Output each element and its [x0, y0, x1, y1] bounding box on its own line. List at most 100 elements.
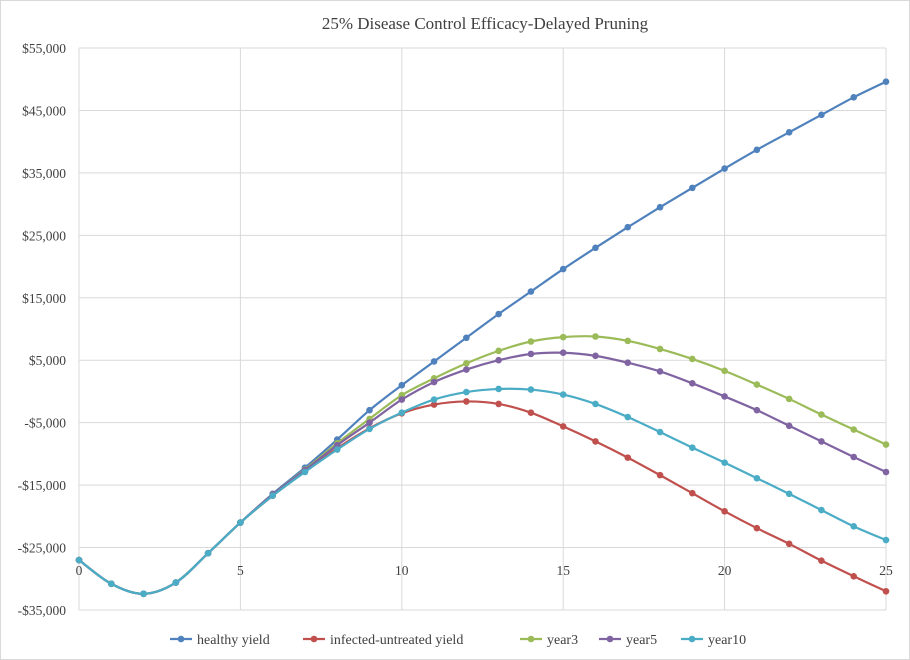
data-point [850, 523, 858, 530]
data-point [721, 393, 728, 400]
data-point [624, 223, 632, 231]
x-tick-label: 10 [395, 563, 409, 578]
data-point [463, 366, 470, 373]
data-point [689, 355, 696, 363]
data-point [721, 165, 728, 172]
data-point [721, 459, 728, 466]
legend-marker [688, 635, 696, 643]
data-point [398, 396, 406, 403]
legend: healthy yield infected-untreated yield yea… [170, 633, 746, 648]
legend-marker [527, 635, 535, 643]
data-point [495, 400, 502, 408]
y-tick-label: $35,000 [22, 166, 66, 181]
x-tick-label: 20 [718, 563, 732, 578]
data-point [592, 438, 599, 445]
series-year3 [75, 333, 890, 598]
data-point [559, 391, 567, 398]
data-point [818, 111, 825, 119]
series-line [78, 400, 887, 595]
data-point [430, 396, 438, 403]
y-tick-label: -$15,000 [18, 478, 67, 493]
data-point [204, 549, 212, 557]
data-point [559, 349, 567, 357]
y-tick-label: -$5,000 [24, 416, 66, 431]
x-tick-label: 0 [76, 563, 83, 578]
data-point [495, 347, 502, 355]
data-point [366, 406, 373, 414]
data-point [172, 579, 180, 586]
data-point [689, 489, 696, 497]
y-tick-label: $15,000 [22, 291, 66, 306]
x-tick-label: 5 [237, 563, 244, 578]
data-point [753, 146, 761, 154]
data-point [753, 474, 761, 482]
y-tick-label: $55,000 [22, 41, 66, 56]
data-point [624, 337, 632, 345]
data-point [463, 388, 470, 396]
legend-marker [177, 635, 185, 643]
data-point [592, 244, 599, 252]
series-infected-untreated-yield [75, 398, 890, 598]
data-point [818, 438, 825, 445]
data-point [559, 423, 567, 430]
legend-label: healthy yield [197, 633, 270, 648]
data-point [495, 385, 502, 393]
data-point [527, 386, 535, 393]
data-point [463, 398, 470, 405]
data-point [366, 419, 373, 426]
data-point [882, 536, 890, 544]
data-point [689, 380, 696, 387]
data-point [785, 422, 793, 430]
data-point [527, 288, 535, 295]
data-point [882, 587, 890, 595]
data-point [463, 360, 470, 367]
data-point [689, 444, 696, 451]
legend-item: infected-untreated yield [303, 633, 463, 648]
y-axis-tick-labels: -$35,000 -$25,000 -$15,000 -$5,000 $5,000 $15… [18, 41, 67, 618]
data-point [463, 334, 470, 342]
legend-marker [310, 635, 318, 643]
data-point [882, 441, 890, 448]
data-point [721, 367, 728, 375]
data-point [850, 426, 858, 433]
data-point [269, 492, 276, 500]
data-point [624, 454, 632, 461]
legend-item: year10 [681, 633, 746, 648]
legend-item: healthy yield [170, 633, 270, 648]
data-point [301, 468, 309, 476]
y-tick-label: -$35,000 [18, 603, 67, 618]
data-point [559, 333, 567, 341]
data-point [398, 409, 406, 416]
legend-marker [606, 635, 614, 643]
data-point [430, 378, 438, 386]
data-point [850, 572, 858, 580]
legend-label: year5 [626, 633, 657, 648]
data-point [656, 471, 664, 479]
data-point [818, 506, 825, 514]
data-point [75, 556, 83, 564]
y-tick-label: $45,000 [22, 103, 66, 118]
data-point [333, 446, 341, 453]
data-point [753, 406, 761, 414]
data-point [689, 184, 696, 192]
data-point [559, 265, 567, 273]
data-point [495, 310, 502, 318]
series-lines [75, 78, 890, 598]
data-point [785, 129, 793, 136]
data-point [592, 400, 599, 408]
data-point [624, 413, 632, 421]
x-axis-tick-labels: 0 5 10 15 20 25 [76, 563, 893, 578]
x-tick-label: 25 [879, 563, 893, 578]
data-point [527, 350, 535, 358]
data-point [430, 401, 438, 408]
legend-label: year10 [708, 633, 746, 648]
data-point [430, 358, 438, 365]
data-point [882, 468, 890, 476]
data-point [398, 381, 406, 389]
data-point [527, 409, 535, 416]
series-line [78, 387, 887, 595]
data-point [495, 356, 502, 364]
